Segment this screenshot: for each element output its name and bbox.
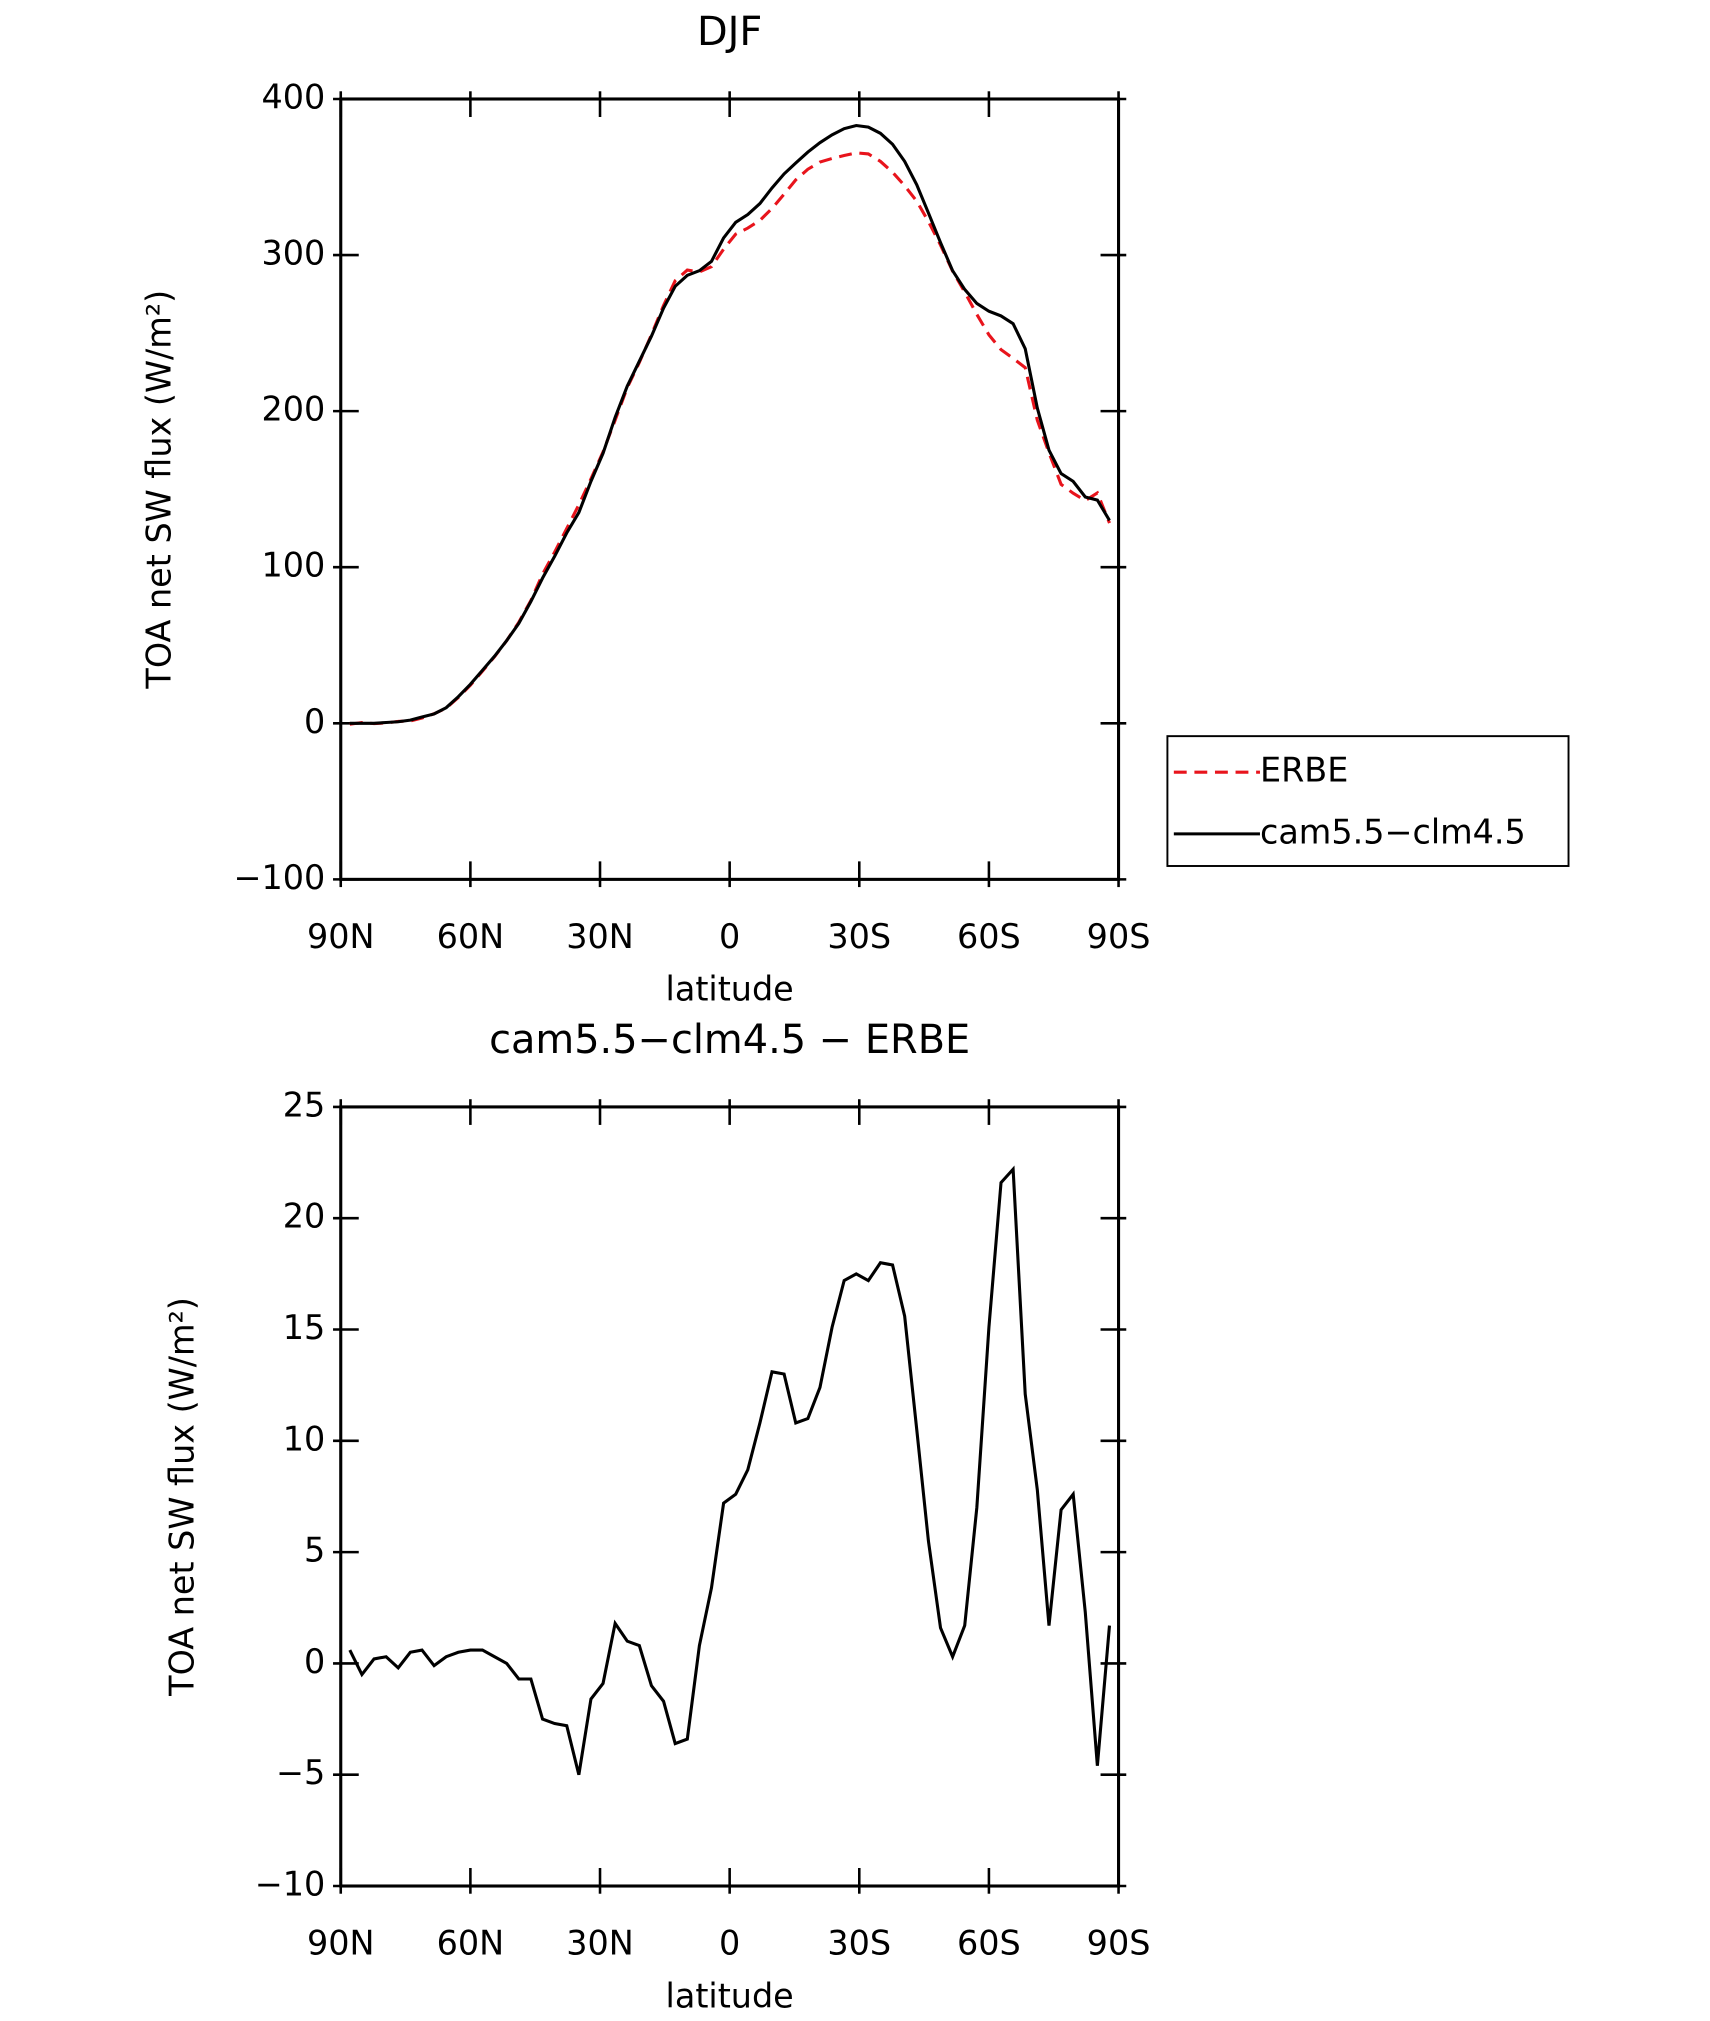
x-tick-label: 90S [1087, 1924, 1151, 1963]
legend-label: cam5.5−clm4.5 [1260, 812, 1526, 851]
series-line [349, 123, 1111, 725]
x-tick-label: 30N [566, 917, 634, 956]
y-tick-label: 0 [304, 1642, 325, 1681]
y-tick-label: −5 [276, 1753, 325, 1792]
x-tick-label: 30N [566, 1924, 634, 1963]
x-tick-label: 30S [827, 917, 891, 956]
y-tick-label: 10 [283, 1419, 326, 1458]
y-axis-label: TOA net SW flux (W/m²) [162, 1297, 201, 1697]
y-tick-label: 20 [283, 1197, 326, 1236]
chart-title: DJF [697, 9, 762, 55]
x-tick-label: 0 [719, 917, 740, 956]
x-tick-label: 30S [827, 1924, 891, 1963]
y-tick-label: 0 [304, 702, 325, 741]
y-tick-label: −10 [255, 1865, 325, 1904]
legend-box [1166, 735, 1570, 867]
x-tick-label: 0 [719, 1924, 740, 1963]
y-axis-label: TOA net SW flux (W/m²) [139, 290, 178, 690]
x-axis-label: latitude [666, 1976, 794, 2015]
y-tick-label: 200 [262, 390, 326, 429]
x-tick-label: 90S [1087, 917, 1151, 956]
x-tick-label: 90N [307, 1924, 375, 1963]
plot-frame [339, 1105, 1121, 1888]
chart-title: cam5.5−clm4.5 − ERBE [489, 1017, 970, 1063]
x-tick-label: 60N [437, 917, 505, 956]
y-tick-label: 15 [283, 1308, 326, 1347]
x-axis-label: latitude [666, 970, 794, 1009]
y-tick-label: 300 [262, 234, 326, 273]
y-tick-label: 100 [262, 546, 326, 585]
x-tick-label: 60S [957, 917, 1021, 956]
y-tick-label: 25 [283, 1085, 326, 1124]
x-tick-label: 90N [307, 917, 375, 956]
y-tick-label: −100 [234, 858, 326, 897]
plot-frame [339, 97, 1121, 881]
y-tick-label: 5 [304, 1531, 325, 1570]
x-tick-label: 60S [957, 1924, 1021, 1963]
series-line [349, 151, 1111, 726]
y-tick-label: 400 [262, 77, 326, 116]
legend-label: ERBE [1260, 751, 1348, 790]
x-tick-label: 60N [437, 1924, 505, 1963]
series-line [348, 1165, 1112, 1776]
